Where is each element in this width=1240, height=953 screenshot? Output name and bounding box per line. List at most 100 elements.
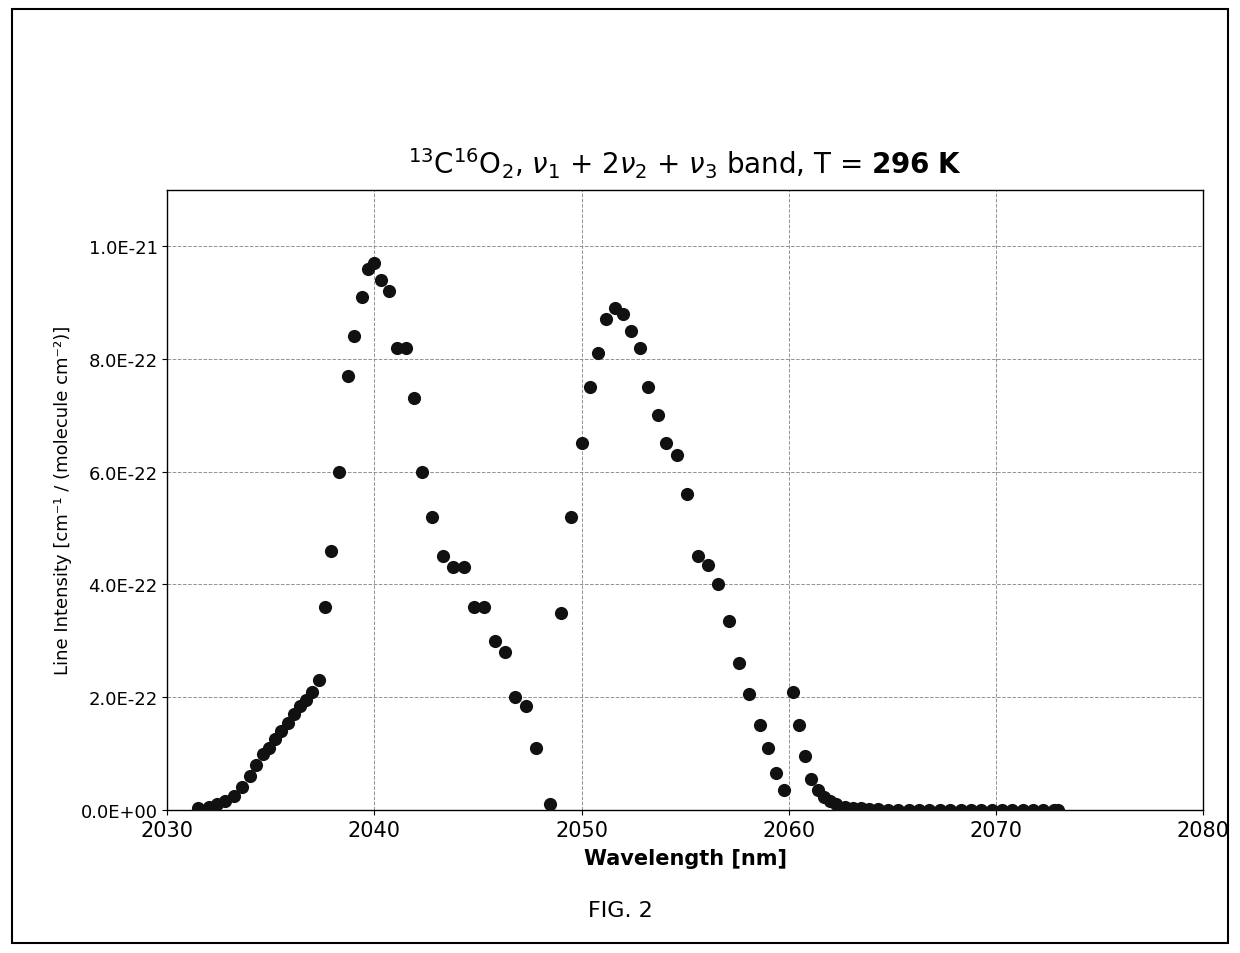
- Point: [1013, 802, 1033, 818]
- Point: [272, 723, 291, 739]
- Point: [454, 560, 474, 576]
- Point: [358, 262, 378, 277]
- Point: [247, 758, 267, 773]
- Point: [278, 715, 298, 730]
- Point: [506, 690, 526, 705]
- Point: [878, 802, 898, 818]
- Point: [371, 274, 391, 289]
- Point: [801, 772, 821, 787]
- Point: [656, 436, 676, 452]
- Point: [909, 802, 929, 818]
- Point: [516, 699, 536, 714]
- Point: [443, 560, 463, 576]
- Point: [899, 802, 919, 818]
- Point: [290, 699, 310, 714]
- Point: [309, 673, 329, 688]
- Point: [688, 549, 708, 564]
- Point: [719, 614, 739, 629]
- Point: [404, 392, 424, 407]
- Point: [758, 740, 777, 756]
- Point: [835, 799, 854, 814]
- Point: [216, 794, 236, 809]
- Point: [782, 684, 802, 700]
- Point: [637, 380, 657, 395]
- Point: [259, 740, 279, 756]
- Point: [1048, 802, 1068, 818]
- Point: [859, 801, 879, 817]
- Point: [940, 802, 960, 818]
- Point: [813, 790, 833, 805]
- Point: [677, 487, 697, 502]
- Point: [708, 578, 728, 593]
- Point: [223, 788, 243, 803]
- Point: [303, 684, 322, 700]
- Point: [315, 599, 335, 615]
- Point: [232, 780, 252, 795]
- Point: [1033, 802, 1053, 818]
- Y-axis label: Line Intensity [cm⁻¹ / (molecule cm⁻²)]: Line Intensity [cm⁻¹ / (molecule cm⁻²)]: [55, 326, 72, 675]
- Point: [775, 782, 795, 798]
- Point: [580, 380, 600, 395]
- Point: [820, 794, 839, 809]
- Point: [562, 510, 582, 525]
- Point: [930, 802, 950, 818]
- Point: [739, 687, 759, 702]
- Point: [379, 284, 399, 299]
- Point: [485, 634, 505, 649]
- Point: [365, 256, 384, 272]
- Point: [807, 782, 827, 798]
- Point: [253, 746, 273, 761]
- X-axis label: Wavelength [nm]: Wavelength [nm]: [584, 848, 786, 868]
- Point: [971, 802, 991, 818]
- Point: [551, 605, 570, 620]
- Point: [495, 645, 515, 660]
- Point: [920, 802, 940, 818]
- Point: [868, 801, 888, 817]
- Point: [826, 797, 846, 812]
- Point: [412, 464, 432, 479]
- Point: [387, 340, 407, 355]
- Point: [433, 549, 453, 564]
- Point: [265, 732, 285, 747]
- Point: [423, 510, 443, 525]
- Point: [475, 599, 495, 615]
- Point: [667, 448, 687, 463]
- Point: [296, 693, 316, 708]
- Text: FIG. 2: FIG. 2: [588, 901, 652, 920]
- Point: [188, 801, 208, 816]
- Point: [698, 558, 718, 573]
- Point: [843, 801, 863, 816]
- Point: [982, 802, 1002, 818]
- Point: [1023, 802, 1043, 818]
- Point: [1044, 802, 1064, 818]
- Point: [396, 340, 415, 355]
- Point: [198, 799, 218, 814]
- Point: [343, 330, 363, 345]
- Point: [789, 718, 808, 733]
- Point: [464, 599, 484, 615]
- Point: [992, 802, 1012, 818]
- Point: [851, 801, 870, 817]
- Point: [588, 346, 608, 361]
- Point: [337, 369, 357, 384]
- Point: [613, 307, 632, 322]
- Point: [330, 464, 350, 479]
- Point: [729, 656, 749, 671]
- Point: [961, 802, 981, 818]
- Point: [630, 340, 650, 355]
- Point: [284, 707, 304, 722]
- Point: [621, 324, 641, 339]
- Point: [889, 802, 909, 818]
- Point: [241, 769, 260, 784]
- Point: [321, 543, 341, 558]
- Point: [951, 802, 971, 818]
- Point: [649, 408, 668, 423]
- Point: [541, 797, 560, 812]
- Point: [1002, 802, 1022, 818]
- Point: [526, 740, 546, 756]
- Point: [766, 766, 786, 781]
- Point: [207, 797, 227, 812]
- Point: [750, 718, 770, 733]
- Point: [352, 290, 372, 305]
- Title: $^{13}$C$^{16}$O$_2$, $\nu_1$ + 2$\nu_2$ + $\nu_3$ band, T = $\mathbf{296}$ $\ma: $^{13}$C$^{16}$O$_2$, $\nu_1$ + 2$\nu_2$…: [408, 146, 962, 181]
